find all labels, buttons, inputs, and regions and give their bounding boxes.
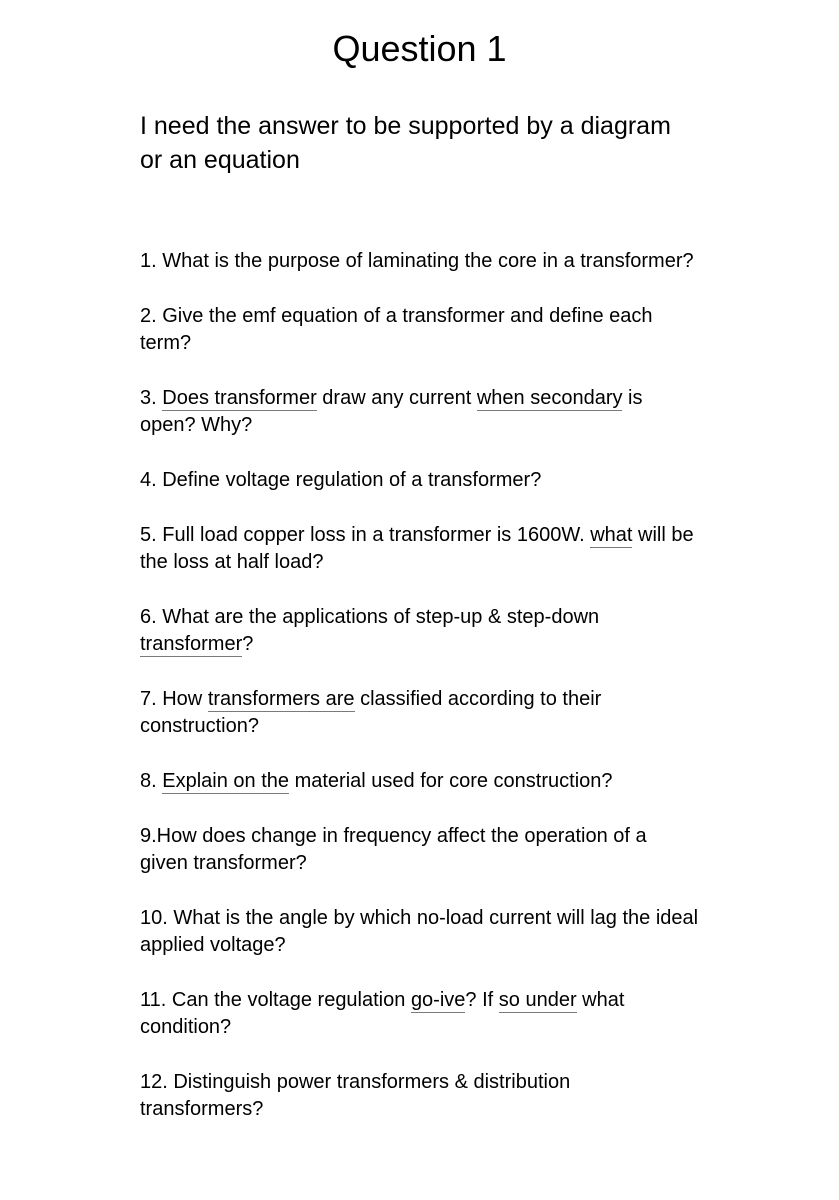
question-9: 9.How does change in frequency affect th… — [140, 823, 699, 877]
question-12: 12. Distinguish power transformers & dis… — [140, 1069, 699, 1123]
q8-text-post: material used for core construction? — [289, 770, 613, 792]
q3-text: 3. — [140, 387, 162, 409]
question-2: 2. Give the emf equation of a transforme… — [140, 303, 699, 357]
question-6: 6. What are the applications of step-up … — [140, 604, 699, 658]
q3-underline-1: Does transformer — [162, 387, 317, 411]
question-7: 7. How transformers are classified accor… — [140, 686, 699, 740]
question-10: 10. What is the angle by which no-load c… — [140, 905, 699, 959]
question-1: 1. What is the purpose of laminating the… — [140, 248, 699, 275]
q7-text-pre: 7. How — [140, 688, 208, 710]
question-3: 3. Does transformer draw any current whe… — [140, 385, 699, 439]
question-5: 5. Full load copper loss in a transforme… — [140, 522, 699, 576]
q6-text-pre: 6. What are the applications of step-up … — [140, 606, 599, 628]
q11-text-mid: ? If — [465, 989, 498, 1011]
question-11: 11. Can the voltage regulation go-ive? I… — [140, 987, 699, 1041]
q11-underline-2: so under — [499, 989, 577, 1013]
q6-text-post: ? — [242, 633, 253, 655]
instruction-text: I need the answer to be supported by a d… — [140, 110, 699, 178]
q3-underline-2: when secondary — [477, 387, 623, 411]
q8-underline-1: Explain on the — [162, 770, 289, 794]
question-4: 4. Define voltage regulation of a transf… — [140, 467, 699, 494]
q8-text-pre: 8. — [140, 770, 162, 792]
q6-underline-1: transformer — [140, 633, 242, 657]
page-title: Question 1 — [140, 28, 699, 70]
q3-text-mid: draw any current — [317, 387, 477, 409]
q11-text-pre: 11. Can the voltage regulation — [140, 989, 411, 1011]
q5-underline-1: what — [590, 524, 632, 548]
q5-text-pre: 5. Full load copper loss in a transforme… — [140, 524, 590, 546]
question-8: 8. Explain on the material used for core… — [140, 768, 699, 795]
q11-underline-1: go-ive — [411, 989, 465, 1013]
q7-underline-1: transformers are — [208, 688, 355, 712]
